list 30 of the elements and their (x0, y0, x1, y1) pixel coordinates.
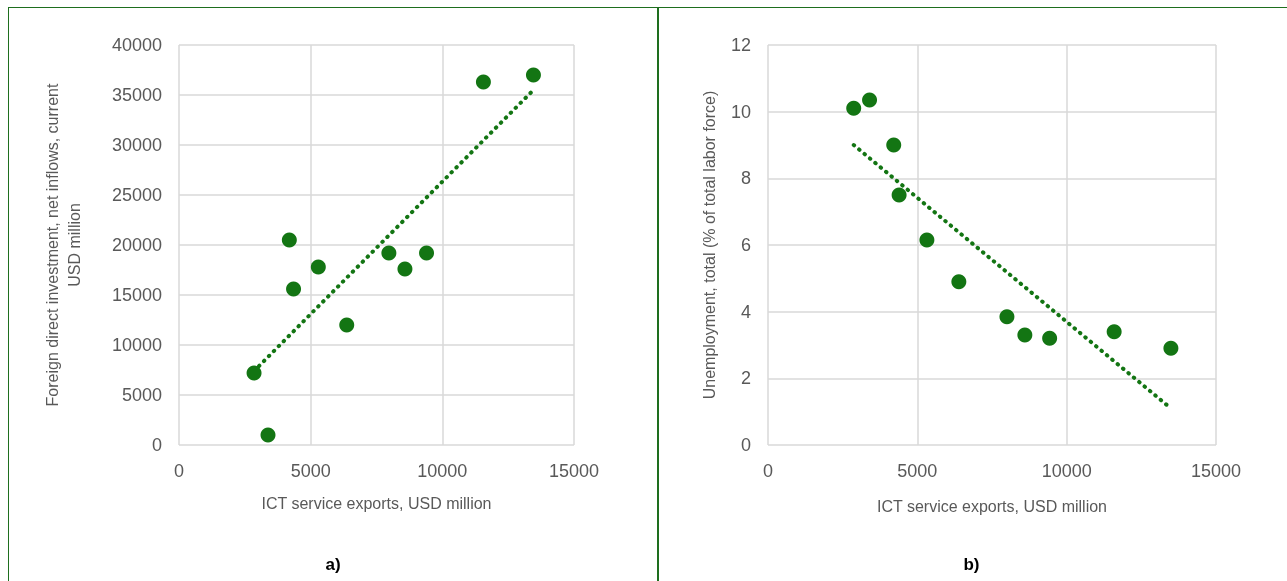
y-tick-label: 40000 (111, 35, 162, 55)
y-tick-label: 2 (740, 368, 751, 389)
text: b) (963, 555, 980, 574)
y-tick-label: 5000 (121, 385, 162, 405)
x-tick-label: 10000 (417, 461, 468, 481)
y-tick-label: 10 (730, 101, 751, 122)
x-tick-label: 15000 (1190, 461, 1242, 481)
y-tick-label: 12 (730, 35, 751, 55)
x-tick-label: 0 (762, 461, 774, 481)
y-axis-title: Foreign direct investment, net inflows, current USD million (43, 83, 83, 407)
y-axis-title: Unemployment, total (% of total labor force) (700, 90, 718, 400)
y-tick-label: 0 (740, 435, 751, 455)
y-tick-label: 10000 (111, 335, 162, 355)
y-tick-label: 25000 (111, 185, 162, 205)
x-axis-title: ICT service exports, USD million (261, 494, 492, 512)
x-tick-label: 5000 (897, 461, 938, 481)
y-tick-label: 35000 (111, 85, 162, 105)
x-tick-label: 0 (173, 461, 185, 481)
y-tick-label: 0 (151, 435, 162, 455)
y-tick-label: 30000 (111, 135, 162, 155)
y-tick-label: 8 (740, 168, 751, 189)
y-tick-label: 15000 (111, 285, 162, 305)
y-tick-label: 6 (740, 235, 751, 255)
text: a) (325, 555, 341, 574)
x-tick-label: 5000 (290, 461, 331, 481)
x-tick-label: 10000 (1041, 461, 1092, 481)
y-tick-label: 4 (740, 301, 751, 322)
y-tick-label: 20000 (111, 235, 162, 255)
x-axis-title: ICT service exports, USD million (877, 497, 1107, 515)
x-tick-label: 15000 (548, 461, 600, 481)
